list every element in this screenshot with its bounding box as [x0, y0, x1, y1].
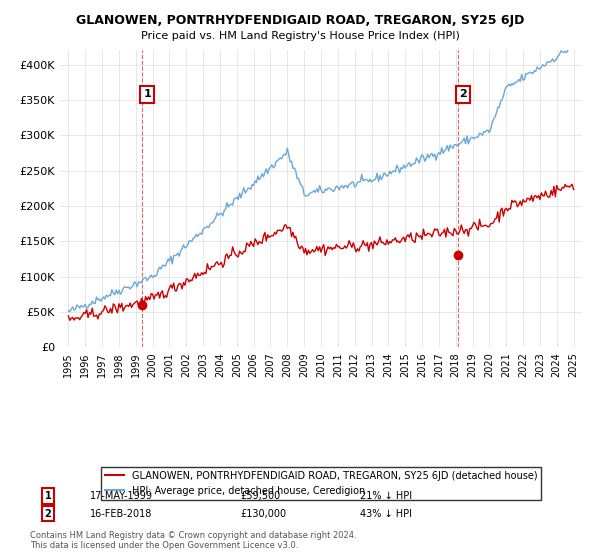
Text: 2: 2 — [459, 89, 467, 99]
Text: Contains HM Land Registry data © Crown copyright and database right 2024.
This d: Contains HM Land Registry data © Crown c… — [30, 530, 356, 550]
Text: 21% ↓ HPI: 21% ↓ HPI — [360, 491, 412, 501]
Text: £59,500: £59,500 — [240, 491, 280, 501]
Text: 43% ↓ HPI: 43% ↓ HPI — [360, 508, 412, 519]
Text: GLANOWEN, PONTRHYDFENDIGAID ROAD, TREGARON, SY25 6JD: GLANOWEN, PONTRHYDFENDIGAID ROAD, TREGAR… — [76, 14, 524, 27]
Text: 17-MAY-1999: 17-MAY-1999 — [90, 491, 153, 501]
Text: £130,000: £130,000 — [240, 508, 286, 519]
Text: 2: 2 — [44, 508, 52, 519]
Text: Price paid vs. HM Land Registry's House Price Index (HPI): Price paid vs. HM Land Registry's House … — [140, 31, 460, 41]
Text: 16-FEB-2018: 16-FEB-2018 — [90, 508, 152, 519]
Legend: GLANOWEN, PONTRHYDFENDIGAID ROAD, TREGARON, SY25 6JD (detached house), HPI: Aver: GLANOWEN, PONTRHYDFENDIGAID ROAD, TREGAR… — [101, 467, 541, 500]
Text: 1: 1 — [44, 491, 52, 501]
Text: 1: 1 — [143, 89, 151, 99]
